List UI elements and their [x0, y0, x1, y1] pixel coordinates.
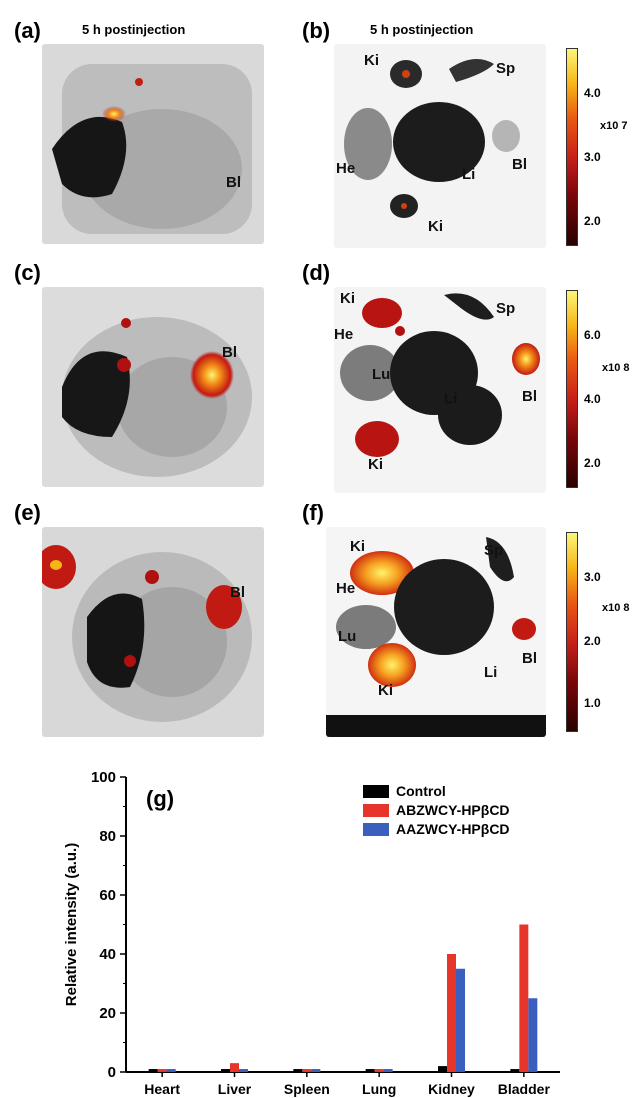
- y-tick-label: 20: [99, 1005, 116, 1022]
- photo-panel-f: [326, 527, 546, 737]
- organ-label: Ki: [350, 538, 365, 555]
- colorbar-tick: 6.0: [584, 328, 601, 342]
- legend-label: AAZWCY-HPβCD: [396, 821, 510, 837]
- x-tick-label: Heart: [144, 1081, 180, 1097]
- organ-label: Lu: [338, 628, 357, 645]
- y-axis-label: Relative intensity (a.u.): [63, 843, 80, 1006]
- bar-3: [239, 1069, 248, 1072]
- colorbar-exponent: x10 7: [600, 120, 628, 132]
- bar-2: [230, 1063, 239, 1072]
- colorbar-tick: 3.0: [584, 150, 601, 164]
- organ-label: Li: [444, 390, 458, 407]
- organ-label: Bl: [512, 156, 527, 173]
- bar-3: [528, 998, 538, 1072]
- bar-1: [293, 1069, 303, 1072]
- y-tick-label: 100: [91, 769, 116, 786]
- bar-chart-g: 0 20 40 60 80 100 Relative intensity (a.u.) Hea…: [63, 769, 560, 1097]
- legend-swatch: [363, 785, 389, 798]
- legend-label: ABZWCY-HPβCD: [396, 802, 510, 818]
- panel-label-g: (g): [146, 786, 174, 811]
- bar-1: [510, 1069, 520, 1072]
- bar-1: [148, 1069, 158, 1072]
- panel-label-b: (b): [302, 18, 331, 43]
- organ-label: Bl: [226, 174, 241, 191]
- legend-label: Control: [396, 783, 446, 799]
- colorbar-exponent: x10 8: [602, 362, 630, 374]
- colorbar-b: [566, 48, 578, 246]
- colorbar-f: [566, 532, 578, 732]
- organ-label: He: [336, 580, 356, 597]
- bar-3: [311, 1069, 321, 1072]
- bar-1: [438, 1066, 447, 1072]
- panel-label-a: (a): [14, 18, 41, 43]
- organ-label: Ki: [378, 682, 393, 699]
- x-tick-label: Lung: [362, 1081, 396, 1097]
- bar-3: [383, 1069, 393, 1072]
- bar-2: [374, 1069, 384, 1072]
- bar-3: [456, 968, 465, 1072]
- organ-label: Ki: [428, 218, 443, 235]
- bar-2: [519, 924, 529, 1072]
- organ-label: Bl: [522, 388, 537, 405]
- legend-swatch: [363, 823, 389, 836]
- organ-label: Ki: [364, 52, 379, 69]
- panel-label-f: (f): [302, 500, 324, 525]
- organ-label: Ki: [340, 290, 355, 307]
- bar-1: [365, 1069, 375, 1072]
- organ-label: Ki: [368, 456, 383, 473]
- photo-panel-b: [334, 44, 546, 248]
- bar-2: [157, 1069, 167, 1072]
- organ-label: He: [336, 160, 356, 177]
- x-tick-label: Spleen: [284, 1081, 330, 1097]
- organ-label: He: [334, 326, 354, 343]
- panel-label-d: (d): [302, 260, 331, 285]
- colorbar-tick: 1.0: [584, 696, 601, 710]
- y-tick-label: 40: [99, 946, 116, 963]
- bar-2: [447, 954, 456, 1072]
- y-tick-label: 60: [99, 887, 116, 904]
- colorbar-tick: 4.0: [584, 392, 601, 406]
- bar-1: [221, 1069, 230, 1072]
- panel-label-c: (c): [14, 260, 41, 285]
- bar-3: [166, 1069, 176, 1072]
- y-tick-label: 0: [108, 1064, 116, 1081]
- x-tick-label: Liver: [218, 1081, 252, 1097]
- x-tick-label: Kidney: [428, 1081, 475, 1097]
- organ-label: Sp: [496, 300, 516, 317]
- x-tick-label: Bladder: [498, 1081, 551, 1097]
- panel-title-b: 5 h postinjection: [370, 22, 474, 37]
- organ-label: Lu: [372, 366, 391, 383]
- organ-label: Sp: [484, 542, 504, 559]
- y-tick-label: 80: [99, 828, 116, 845]
- colorbar-tick: 2.0: [584, 214, 601, 228]
- photo-panel-c: [42, 287, 264, 487]
- organ-label: Sp: [496, 60, 516, 77]
- photo-panel-a: [42, 44, 264, 244]
- organ-label: Bl: [222, 344, 237, 361]
- organ-label: Bl: [522, 650, 537, 667]
- bar-2: [302, 1069, 312, 1072]
- organ-label: Li: [462, 166, 476, 183]
- organ-label: Li: [484, 664, 498, 681]
- colorbar-tick: 4.0: [584, 86, 601, 100]
- colorbar-d: [566, 290, 578, 488]
- photo-panel-d: [334, 287, 546, 493]
- colorbar-tick: 3.0: [584, 570, 601, 584]
- organ-label: Bl: [230, 584, 245, 601]
- photo-panel-e: [42, 527, 264, 737]
- colorbar-tick: 2.0: [584, 456, 601, 470]
- colorbar-exponent: x10 8: [602, 602, 630, 614]
- legend-swatch: [363, 804, 389, 817]
- colorbar-tick: 2.0: [584, 634, 601, 648]
- panel-title-a: 5 h postinjection: [82, 22, 186, 37]
- panel-label-e: (e): [14, 500, 41, 525]
